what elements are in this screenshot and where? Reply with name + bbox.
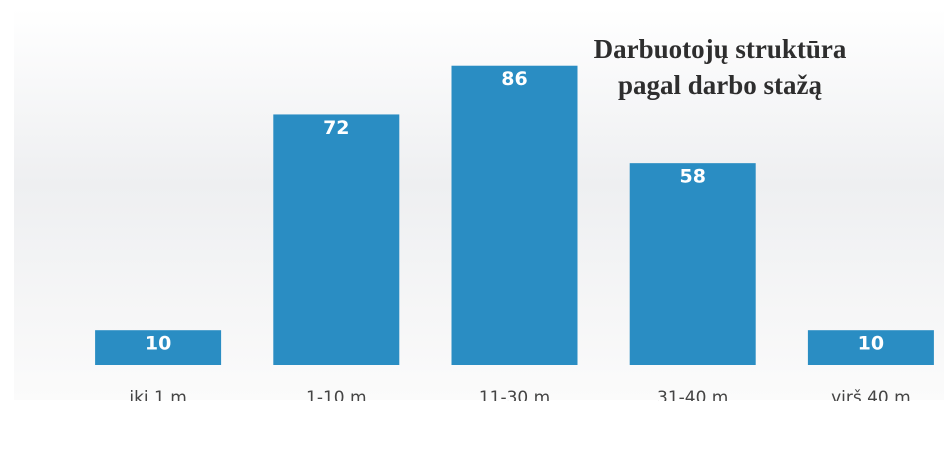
value-label: 72 [323,117,349,139]
bar [451,65,578,365]
bar [629,163,756,365]
x-tick-label: 11-30 m [479,388,550,408]
x-tick-label: virš 40 m [831,388,911,408]
value-label: 10 [145,333,171,355]
chart-title: pagal darbo stažą [618,70,823,100]
plot: iki 1 m 10 1-10 m 72 11-30 m 86 31-40 m 58 virš … [95,65,934,408]
value-label: 86 [501,68,527,90]
value-label: 10 [858,333,884,355]
chart-title: Darbuotojų struktūra [594,34,847,64]
x-tick-label: 31-40 m [657,388,728,408]
x-tick-label: iki 1 m [129,388,186,408]
bar [95,330,222,365]
x-tick-label: 1-10 m [306,388,367,408]
value-label: 58 [679,166,705,188]
bar [273,114,400,365]
bar [807,330,934,365]
